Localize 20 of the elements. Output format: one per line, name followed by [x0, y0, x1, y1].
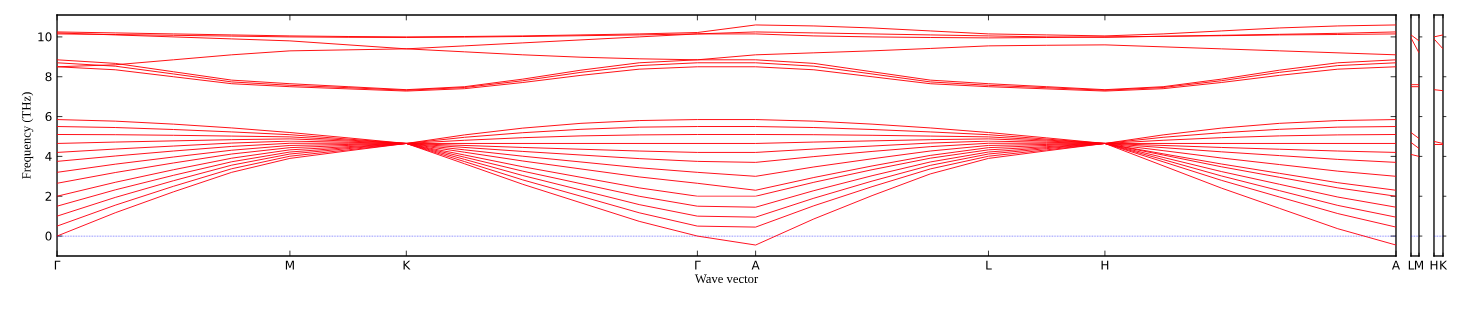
x-tick-label: A	[751, 260, 760, 270]
x-tick-label: M	[285, 260, 294, 270]
x-tick-label: K	[403, 260, 411, 270]
y-tick-label: 2	[45, 191, 52, 201]
x-tick-label: H	[1101, 260, 1109, 270]
x-tick-label: A	[1391, 260, 1400, 270]
y-tick-label: 6	[45, 112, 52, 122]
y-tick-label: 4	[45, 152, 52, 161]
x-tick-label: K	[1440, 260, 1448, 270]
y-tick-label: 8	[45, 72, 52, 82]
x-tick-label: M	[1414, 260, 1423, 270]
x-tick-label: H	[1430, 260, 1438, 270]
y-tick-label: 0	[45, 231, 52, 241]
x-tick-label: Γ	[54, 260, 61, 270]
x-tick-label: L	[1408, 260, 1415, 270]
y-axis-title: Frequency (THz)	[21, 92, 34, 179]
x-tick-label: L	[986, 260, 992, 270]
x-tick-label: Γ	[695, 260, 701, 270]
x-axis-title: Wave vector	[694, 274, 759, 284]
y-tick-label: 10	[38, 32, 52, 42]
